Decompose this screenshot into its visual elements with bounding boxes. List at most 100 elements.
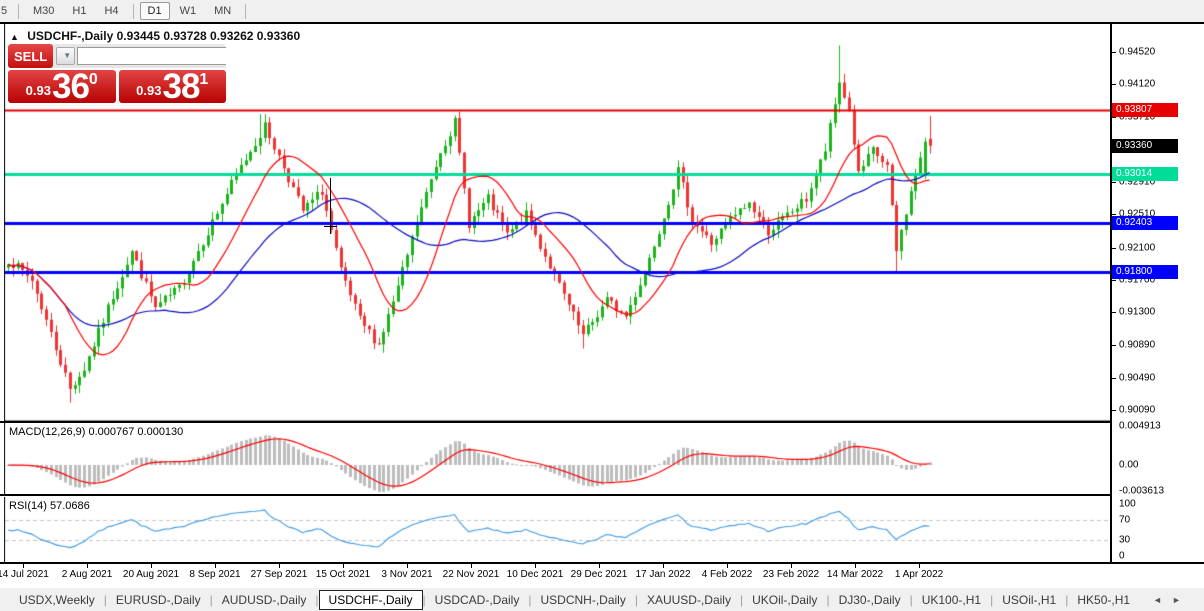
date-tick-mark bbox=[791, 564, 792, 568]
date-tick-mark bbox=[535, 564, 536, 568]
rsi-tick-label: 70 bbox=[1119, 514, 1131, 526]
sell-price-big-digits: 36 bbox=[51, 67, 90, 106]
tab-separator: | bbox=[103, 592, 107, 607]
price-tick-label: 0.91700 bbox=[1119, 274, 1156, 286]
volume-spinner: ▼ ▲ bbox=[53, 44, 226, 68]
price-scale-axis[interactable]: 0.945200.941200.937100.933100.929100.925… bbox=[1110, 24, 1204, 562]
chart-window-top-border bbox=[0, 22, 1204, 24]
tab-eurusd-daily[interactable]: EURUSD-,Daily bbox=[115, 592, 201, 607]
price-tick-mark bbox=[1112, 345, 1116, 346]
tab-hk50-h1[interactable]: HK50-,H1 bbox=[1077, 592, 1131, 607]
timeframe-button-w1[interactable]: W1 bbox=[179, 5, 197, 17]
price-tick-label: 0.92510 bbox=[1119, 208, 1156, 220]
macd-indicator-label: MACD(12,26,9) 0.000767 0.000130 bbox=[9, 426, 184, 438]
macd-splitter[interactable] bbox=[0, 421, 1110, 423]
tab-dj30-daily[interactable]: DJ30-,Daily bbox=[838, 592, 901, 607]
price-tick-label: 0.90490 bbox=[1119, 372, 1156, 384]
price-tick-label: 0.91300 bbox=[1119, 306, 1156, 318]
price-tick-label: 0.90090 bbox=[1119, 404, 1156, 416]
date-tick-mark bbox=[215, 564, 216, 568]
price-tick-label: 0.90890 bbox=[1119, 339, 1156, 351]
volume-decrease-button[interactable]: ▼ bbox=[56, 47, 76, 65]
volume-input[interactable] bbox=[77, 47, 226, 65]
one-click-trade-panel: SELL ▼ ▲ BUY 0.93 36 0 0.93 38 1 bbox=[8, 44, 226, 106]
crosshair-vertical-line bbox=[330, 178, 331, 234]
price-tick-label: 0.94520 bbox=[1119, 46, 1156, 58]
date-tick-label: 27 Sep 2021 bbox=[250, 569, 308, 580]
price-tick-mark bbox=[1112, 117, 1116, 118]
date-tick-mark bbox=[343, 564, 344, 568]
macd-tick-label: 0.004913 bbox=[1119, 420, 1161, 432]
tab-uk100-h1[interactable]: UK100-,H1 bbox=[921, 592, 982, 607]
tab-separator: | bbox=[528, 592, 532, 607]
rsi-splitter[interactable] bbox=[0, 494, 1110, 496]
date-tick-mark bbox=[23, 564, 24, 568]
date-tick-label: 29 Dec 2021 bbox=[570, 569, 628, 580]
tab-usoil-h1[interactable]: USOil-,H1 bbox=[1002, 592, 1057, 607]
tab-separator: | bbox=[422, 592, 426, 607]
price-tick-mark bbox=[1112, 312, 1116, 313]
timeframe-button-d1[interactable]: D1 bbox=[139, 2, 170, 20]
macd-tick-label: 0.00 bbox=[1119, 459, 1139, 471]
buy-price-prefix: 0.93 bbox=[136, 83, 162, 98]
price-tick-mark bbox=[1112, 378, 1116, 379]
date-tick-mark bbox=[919, 564, 920, 568]
price-tick-label: 0.92100 bbox=[1119, 242, 1156, 254]
collapse-icon[interactable]: ▲ bbox=[10, 32, 19, 42]
timeframe-button-h4[interactable]: H4 bbox=[104, 5, 119, 17]
macd-panel-canvas[interactable] bbox=[4, 423, 1111, 494]
current-price-label: 0.93360 bbox=[1112, 138, 1178, 153]
date-tick-mark bbox=[599, 564, 600, 568]
chart-symbol-label: USDCHF-,Daily bbox=[27, 29, 114, 43]
rsi-tick-label: 0 bbox=[1119, 550, 1125, 562]
tab-separator: | bbox=[1065, 592, 1069, 607]
price-tick-mark bbox=[1112, 280, 1116, 281]
tab-usdcnh-daily[interactable]: USDCNH-,Daily bbox=[540, 592, 626, 607]
timeframe-button-h1[interactable]: H1 bbox=[72, 5, 87, 17]
timeframe-button-m30[interactable]: M30 bbox=[33, 5, 55, 17]
date-tick-label: 22 Nov 2021 bbox=[442, 569, 500, 580]
date-tick-label: 3 Nov 2021 bbox=[381, 569, 433, 580]
tab-usdchf-daily[interactable]: USDCHF-,Daily bbox=[318, 589, 423, 610]
price-tick-mark bbox=[1112, 84, 1116, 85]
date-tick-mark bbox=[663, 564, 664, 568]
date-tick-label: 15 Oct 2021 bbox=[315, 569, 371, 580]
tab-separator: | bbox=[826, 592, 830, 607]
chart-title: ▲ USDCHF-,Daily 0.93445 0.93728 0.93262 … bbox=[10, 29, 300, 43]
tab-ukoil-daily[interactable]: UKOil-,Daily bbox=[752, 592, 818, 607]
level-price-label: 0.92403 bbox=[1112, 216, 1178, 231]
price-tick-label: 0.92910 bbox=[1119, 176, 1156, 188]
date-tick-label: 20 Aug 2021 bbox=[122, 569, 180, 580]
tab-usdcad-daily[interactable]: USDCAD-,Daily bbox=[434, 592, 520, 607]
tab-separator: | bbox=[315, 592, 319, 607]
price-tick-mark bbox=[1112, 410, 1116, 411]
price-tick-label: 0.93710 bbox=[1119, 111, 1156, 123]
tab-usdx-weekly[interactable]: USDX,Weekly bbox=[19, 592, 95, 607]
buy-price-big-digits: 38 bbox=[162, 67, 200, 106]
toolbar-separator bbox=[245, 3, 247, 19]
date-tick-mark bbox=[855, 564, 856, 568]
timeframe-button-mn[interactable]: MN bbox=[214, 5, 232, 17]
price-tick-label: 0.94120 bbox=[1119, 78, 1156, 90]
tab-xauusd-daily[interactable]: XAUUSD-,Daily bbox=[646, 592, 731, 607]
price-tick-mark bbox=[1112, 182, 1116, 183]
date-tick-label: 4 Feb 2022 bbox=[701, 569, 753, 580]
date-tick-mark bbox=[727, 564, 728, 568]
date-axis[interactable]: 14 Jul 2021 2 Aug 2021 20 Aug 2021 8 Sep 20… bbox=[0, 562, 1204, 592]
rsi-indicator-label: RSI(14) 57.0686 bbox=[9, 500, 90, 512]
tab-scroll-right-icon[interactable]: ► bbox=[1171, 594, 1181, 605]
sell-price-button[interactable]: 0.93 36 0 bbox=[8, 67, 116, 106]
tab-scroll-left-icon[interactable]: ◄ bbox=[1153, 594, 1162, 605]
tab-audusd-daily[interactable]: AUDUSD-,Daily bbox=[221, 592, 307, 607]
tab-separator: | bbox=[990, 592, 994, 607]
tab-separator: | bbox=[209, 592, 213, 607]
level-price-label: 0.91800 bbox=[1112, 264, 1178, 279]
timeframe-button-5[interactable]: 5 bbox=[1, 5, 8, 17]
level-price-label: 0.93014 bbox=[1112, 166, 1178, 181]
tab-separator: | bbox=[909, 592, 913, 607]
rsi-panel-canvas[interactable] bbox=[4, 497, 1111, 562]
price-tick-mark bbox=[1112, 52, 1116, 53]
sell-button[interactable]: SELL bbox=[8, 44, 54, 68]
buy-price-button[interactable]: 0.93 38 1 bbox=[118, 67, 226, 106]
